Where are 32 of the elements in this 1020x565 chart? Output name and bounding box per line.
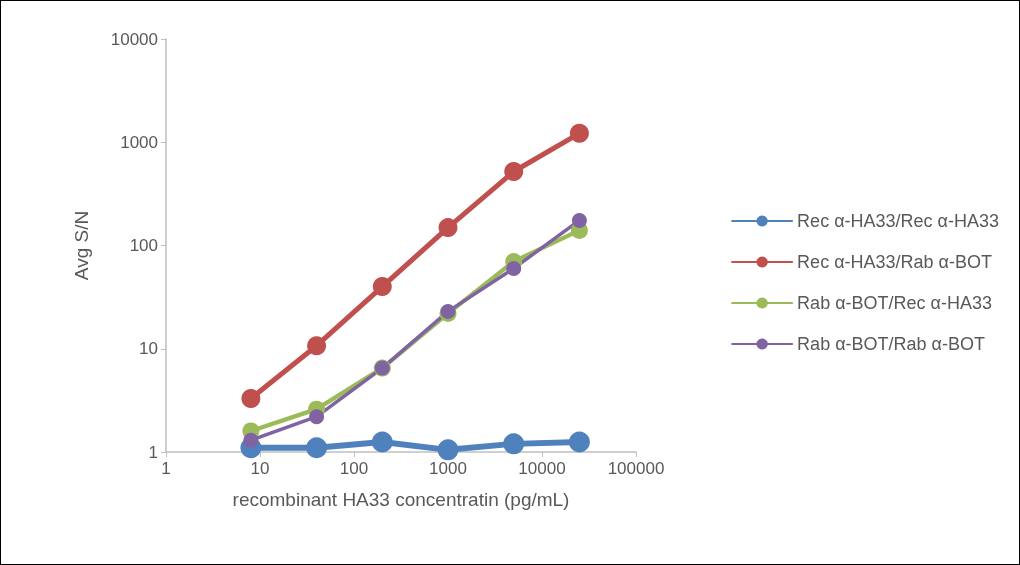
point <box>571 212 587 228</box>
legend-label: Rec α-HA33/Rec α-HA33 <box>797 211 1000 231</box>
y-tick-label: 100 <box>129 236 158 255</box>
point <box>371 431 393 453</box>
point <box>243 432 259 448</box>
x-tick-label: 1000 <box>429 459 467 478</box>
x-axis-title: recombinant HA33 concentratin (pg/mL) <box>232 489 570 510</box>
x-tick-label: 10000 <box>518 459 566 478</box>
legend-label: Rec α-HA33/Rab α-BOT <box>797 252 992 272</box>
x-tick-label: 10 <box>250 459 270 478</box>
point <box>307 336 327 356</box>
point <box>309 409 325 425</box>
point <box>569 123 589 143</box>
y-axis-title: Avg S/N <box>71 210 92 281</box>
point <box>306 437 328 459</box>
point <box>438 218 458 238</box>
point <box>437 439 459 461</box>
legend-label: Rab α-BOT/Rec α-HA33 <box>797 293 992 313</box>
x-tick-label: 100000 <box>607 459 665 478</box>
point <box>506 260 522 276</box>
y-tick-label: 10000 <box>110 29 158 49</box>
legend-label: Rab α-BOT/Rab α-BOT <box>797 334 985 354</box>
y-tick-label: 10 <box>139 339 158 359</box>
y-tick-label: 1 <box>148 442 158 462</box>
x-tick-label: 1 <box>161 459 171 478</box>
y-tick-label: 1000 <box>120 132 158 152</box>
point <box>503 433 525 455</box>
point <box>504 162 524 182</box>
point <box>372 277 392 297</box>
point <box>568 431 590 453</box>
x-tick-label: 100 <box>339 459 369 478</box>
point <box>241 388 261 408</box>
